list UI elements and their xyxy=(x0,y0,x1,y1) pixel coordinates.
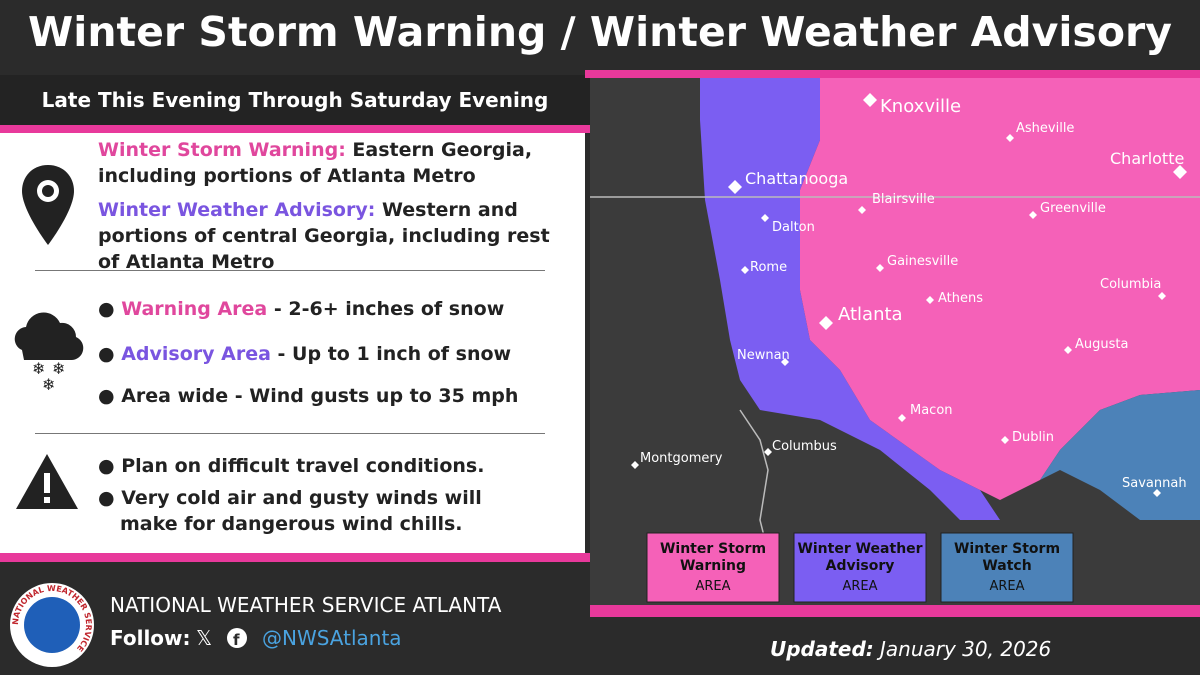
city-label: Charlotte xyxy=(1110,149,1184,168)
city-marker xyxy=(1029,211,1037,219)
city-label: Greenville xyxy=(1040,201,1106,216)
impact-label: Area wide xyxy=(121,385,229,407)
legend-box xyxy=(646,532,780,603)
logo-text: NATIONAL WEATHER SERVICE xyxy=(11,584,93,653)
summary-label: Winter Storm Warning: xyxy=(98,139,346,161)
city-marker xyxy=(819,316,833,330)
legend-subtitle: AREA xyxy=(989,579,1024,594)
location-icon xyxy=(22,165,74,245)
advisory-region xyxy=(700,78,1000,520)
city-label: Rome xyxy=(750,260,787,275)
divider xyxy=(35,270,545,271)
impact-text: - 2-6+ inches of snow xyxy=(273,298,505,320)
impact-text: - Wind gusts up to 35 mph xyxy=(234,385,519,407)
city-marker xyxy=(1064,346,1072,354)
warning-region xyxy=(800,78,1200,500)
city-marker xyxy=(1153,489,1161,497)
action: Plan on difficult travel conditions. xyxy=(121,455,485,477)
city-marker xyxy=(1173,165,1187,179)
info-panel: Winter Storm Warning: Eastern Georgia, i… xyxy=(0,133,585,553)
city-marker xyxy=(1158,292,1166,300)
watch-region xyxy=(1040,390,1200,520)
city-marker xyxy=(728,180,742,194)
svg-text:NATIONAL WEATHER SERVICE: NATIONAL WEATHER SERVICE xyxy=(11,584,93,653)
city-marker xyxy=(863,93,877,107)
city-label: Columbia xyxy=(1100,277,1161,292)
city-marker xyxy=(781,358,789,366)
handle[interactable]: @NWSAtlanta xyxy=(262,626,402,650)
city-marker xyxy=(764,448,772,456)
legend-subtitle: AREA xyxy=(695,579,730,594)
svg-text:f: f xyxy=(233,631,240,649)
legend-title: Winter Storm Warning xyxy=(660,541,766,574)
city-marker xyxy=(1006,134,1014,142)
snow-icon: ❄ ❄❄ xyxy=(14,312,84,394)
title: Winter Storm Warning / Winter Weather Ad… xyxy=(28,8,1172,56)
map-base xyxy=(590,78,1200,608)
city-marker xyxy=(898,414,906,422)
impact-label: Warning Area xyxy=(121,298,268,320)
subtitle: Late This Evening Through Saturday Eveni… xyxy=(0,75,590,125)
legend-title: Winter Storm Watch xyxy=(954,541,1060,574)
impact-text: - Up to 1 inch of snow xyxy=(277,343,512,365)
city-label: Dalton xyxy=(772,220,815,235)
city-label: Columbus xyxy=(772,439,837,454)
city-marker xyxy=(631,461,639,469)
summary-text: Eastern Georgia, including portions of A… xyxy=(98,139,533,187)
city-label: Atlanta xyxy=(838,304,903,325)
logo xyxy=(10,583,94,667)
legend-subtitle: AREA xyxy=(842,579,877,594)
legend-box xyxy=(793,532,927,603)
city-label: Chattanooga xyxy=(745,169,848,188)
svg-text:❄: ❄ xyxy=(32,359,45,378)
svg-text:❄: ❄ xyxy=(52,359,65,378)
city-label: Dublin xyxy=(1012,430,1054,445)
impact-label: Advisory Area xyxy=(121,343,271,365)
city-label: Savannah xyxy=(1122,476,1187,491)
stripe xyxy=(0,553,590,562)
city-marker xyxy=(926,296,934,304)
city-marker xyxy=(741,266,749,274)
legend-title: Winter Weather Advisory xyxy=(797,541,922,574)
summary-text: Western and portions of central Georgia,… xyxy=(98,199,550,273)
legend-box xyxy=(940,532,1074,603)
updated-label: Updated: xyxy=(770,637,874,661)
follow: Follow: xyxy=(110,626,191,650)
city-label: Gainesville xyxy=(887,254,958,269)
city-label: Macon xyxy=(910,403,953,418)
city-label: Asheville xyxy=(1016,121,1074,136)
city-label: Knoxville xyxy=(880,96,961,117)
divider xyxy=(35,433,545,434)
svg-text:𝕏: 𝕏 xyxy=(196,626,212,650)
action: Very cold air and gusty winds will make … xyxy=(120,487,482,535)
office: NATIONAL WEATHER SERVICE ATLANTA xyxy=(110,593,502,617)
stripe xyxy=(0,125,590,133)
city-marker xyxy=(1001,436,1009,444)
city-label: Newnan xyxy=(737,348,790,363)
city-label: Augusta xyxy=(1075,337,1128,352)
city-label: Athens xyxy=(938,291,983,306)
city-marker xyxy=(876,264,884,272)
city-label: Blairsville xyxy=(872,192,935,207)
warning-icon xyxy=(16,454,78,509)
summary-label: Winter Weather Advisory: xyxy=(98,199,376,221)
updated-date: January 30, 2026 xyxy=(876,637,1051,661)
city-marker xyxy=(858,206,866,214)
city-label: Montgomery xyxy=(640,451,723,466)
svg-text:❄: ❄ xyxy=(42,375,55,394)
city-marker xyxy=(761,214,769,222)
